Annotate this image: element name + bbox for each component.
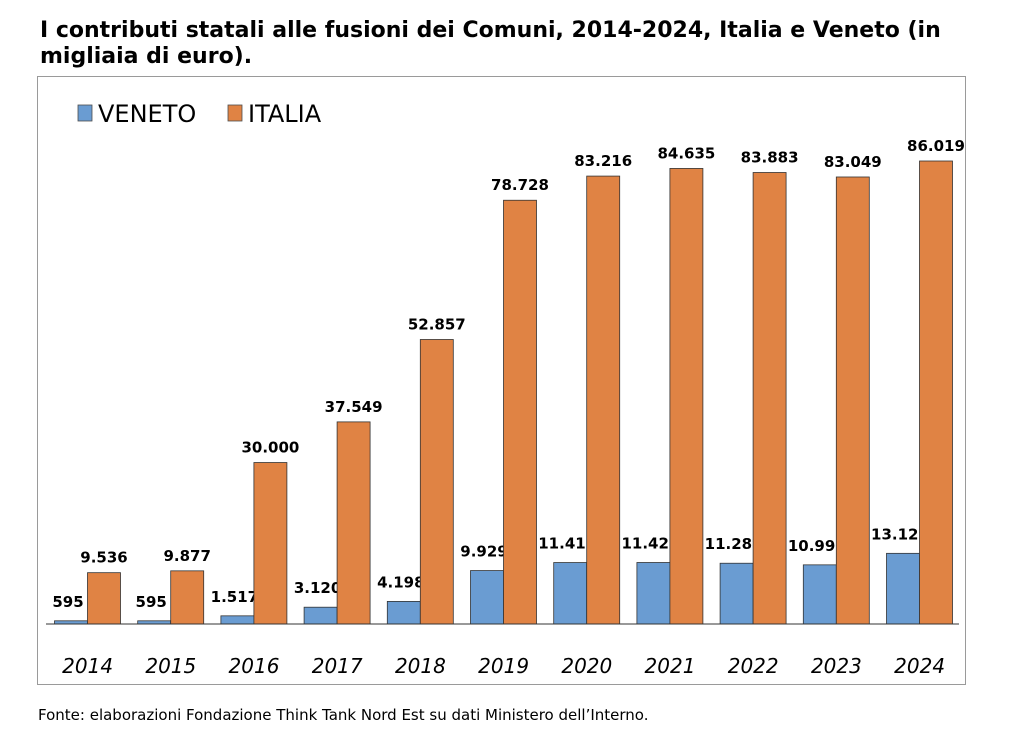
data-label-italia-2017: 37.549	[325, 398, 383, 416]
x-tick-label-2022: 2022	[728, 654, 779, 678]
bar-veneto-2023	[802, 564, 837, 625]
x-tick-label-2015: 2015	[145, 654, 196, 678]
bar-italia-2015	[170, 570, 205, 625]
legend: VENETO ITALIA	[77, 100, 322, 128]
bar-italia-2020	[586, 175, 621, 625]
source-note: Fonte: elaborazioni Fondazione Think Tan…	[38, 706, 649, 724]
data-label-veneto-2021: 11.425	[621, 535, 679, 553]
data-label-veneto-2017: 3.120	[294, 579, 341, 597]
x-tick-label-2019: 2019	[478, 654, 529, 678]
bar-veneto-2016	[220, 615, 255, 625]
data-label-veneto-2024: 13.129	[871, 525, 929, 543]
bar-veneto-2022	[719, 562, 754, 625]
bar-veneto-2021	[636, 562, 671, 625]
legend-swatch-italia	[227, 104, 243, 122]
x-tick-label-2023: 2023	[811, 654, 862, 678]
bar-veneto-2020	[553, 562, 588, 625]
bar-italia-2016	[253, 462, 288, 625]
bar-italia-2019	[503, 199, 537, 625]
data-label-veneto-2014: 595	[52, 593, 83, 611]
data-label-italia-2021: 84.635	[657, 144, 715, 162]
legend-swatch-veneto	[77, 104, 93, 122]
x-tick-label-2017: 2017	[312, 654, 363, 678]
bar-italia-2017	[336, 421, 371, 625]
x-tick-label-2016: 2016	[229, 654, 280, 678]
bars-group: 595 9.536 595 9.877 1.517 30.000 3.120 37.549 4.…	[52, 137, 965, 625]
data-label-italia-2023: 83.049	[824, 153, 882, 171]
x-tick-label-2014: 2014	[62, 654, 113, 678]
data-label-veneto-2023: 10.990	[788, 537, 846, 555]
data-label-italia-2019: 78.728	[491, 176, 549, 194]
bar-veneto-2019	[470, 570, 504, 625]
data-label-veneto-2015: 595	[136, 593, 167, 611]
data-label-italia-2024: 86.019	[907, 137, 965, 155]
x-tick-label-2024: 2024	[894, 654, 945, 678]
x-tick-label-2018: 2018	[395, 654, 446, 678]
bar-veneto-2018	[386, 601, 421, 625]
bar-italia-2023	[835, 176, 870, 625]
bar-veneto-2017	[303, 606, 338, 625]
bar-italia-2022	[752, 172, 787, 625]
data-label-italia-2014: 9.536	[80, 549, 127, 567]
data-label-veneto-2016: 1.517	[211, 588, 258, 606]
chart-title: I contributi statali alle fusioni dei Co…	[40, 18, 941, 69]
bar-veneto-2024	[886, 552, 920, 625]
data-label-veneto-2020: 11.418	[538, 535, 596, 553]
data-label-veneto-2018: 4.198	[377, 573, 424, 591]
data-label-italia-2020: 83.216	[574, 152, 632, 170]
data-label-italia-2018: 52.857	[408, 315, 466, 333]
bar-italia-2014	[87, 572, 121, 625]
data-label-italia-2022: 83.883	[741, 148, 799, 166]
bar-chart: VENETO ITALIA 595 9.536 595 9.877 1.517 30.000…	[46, 100, 965, 678]
bar-italia-2024	[919, 160, 953, 625]
legend-label-veneto: VENETO	[98, 100, 196, 128]
bar-italia-2021	[669, 168, 704, 625]
x-axis-ticks: 2014 2015 2016 2017 2018 2019 2020 2021 2022 2023…	[62, 654, 945, 678]
chart-area: VENETO ITALIA 595 9.536 595 9.877 1.517 30.000…	[37, 76, 966, 685]
x-tick-label-2021: 2021	[645, 654, 696, 678]
data-label-veneto-2022: 11.289	[705, 535, 763, 553]
data-label-veneto-2019: 9.929	[460, 543, 507, 561]
data-label-italia-2016: 30.000	[241, 439, 299, 457]
data-label-italia-2015: 9.877	[163, 547, 210, 565]
legend-label-italia: ITALIA	[248, 100, 322, 128]
x-tick-label-2020: 2020	[561, 654, 612, 678]
bar-italia-2018	[419, 339, 454, 625]
